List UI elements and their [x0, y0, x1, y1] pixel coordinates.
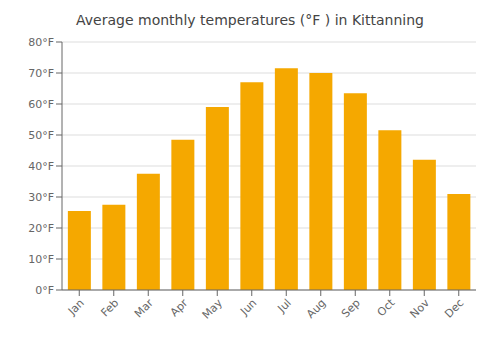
svg-text:10°F: 10°F — [28, 253, 54, 266]
svg-text:Oct: Oct — [375, 296, 398, 319]
svg-text:70°F: 70°F — [28, 67, 54, 80]
svg-text:0°F: 0°F — [35, 284, 54, 297]
svg-text:60°F: 60°F — [28, 98, 54, 111]
svg-text:Dec: Dec — [442, 296, 466, 320]
svg-text:Jan: Jan — [65, 296, 87, 318]
svg-text:30°F: 30°F — [28, 191, 54, 204]
svg-text:Sep: Sep — [339, 296, 363, 320]
svg-text:Aug: Aug — [304, 296, 328, 320]
svg-text:Feb: Feb — [98, 296, 121, 319]
svg-text:80°F: 80°F — [28, 36, 54, 49]
svg-text:May: May — [200, 296, 226, 322]
svg-text:40°F: 40°F — [28, 160, 54, 173]
svg-text:50°F: 50°F — [28, 129, 54, 142]
svg-text:Nov: Nov — [408, 296, 433, 321]
svg-text:Jun: Jun — [237, 296, 259, 318]
html-text:Average monthly temperatures (: Average monthly temperatures (°F ) in Ki… — [76, 12, 424, 28]
svg-text:Jul: Jul — [275, 296, 294, 315]
svg-text:Mar: Mar — [132, 296, 156, 320]
svg-text:20°F: 20°F — [28, 222, 54, 235]
svg-text:Apr: Apr — [168, 296, 191, 319]
